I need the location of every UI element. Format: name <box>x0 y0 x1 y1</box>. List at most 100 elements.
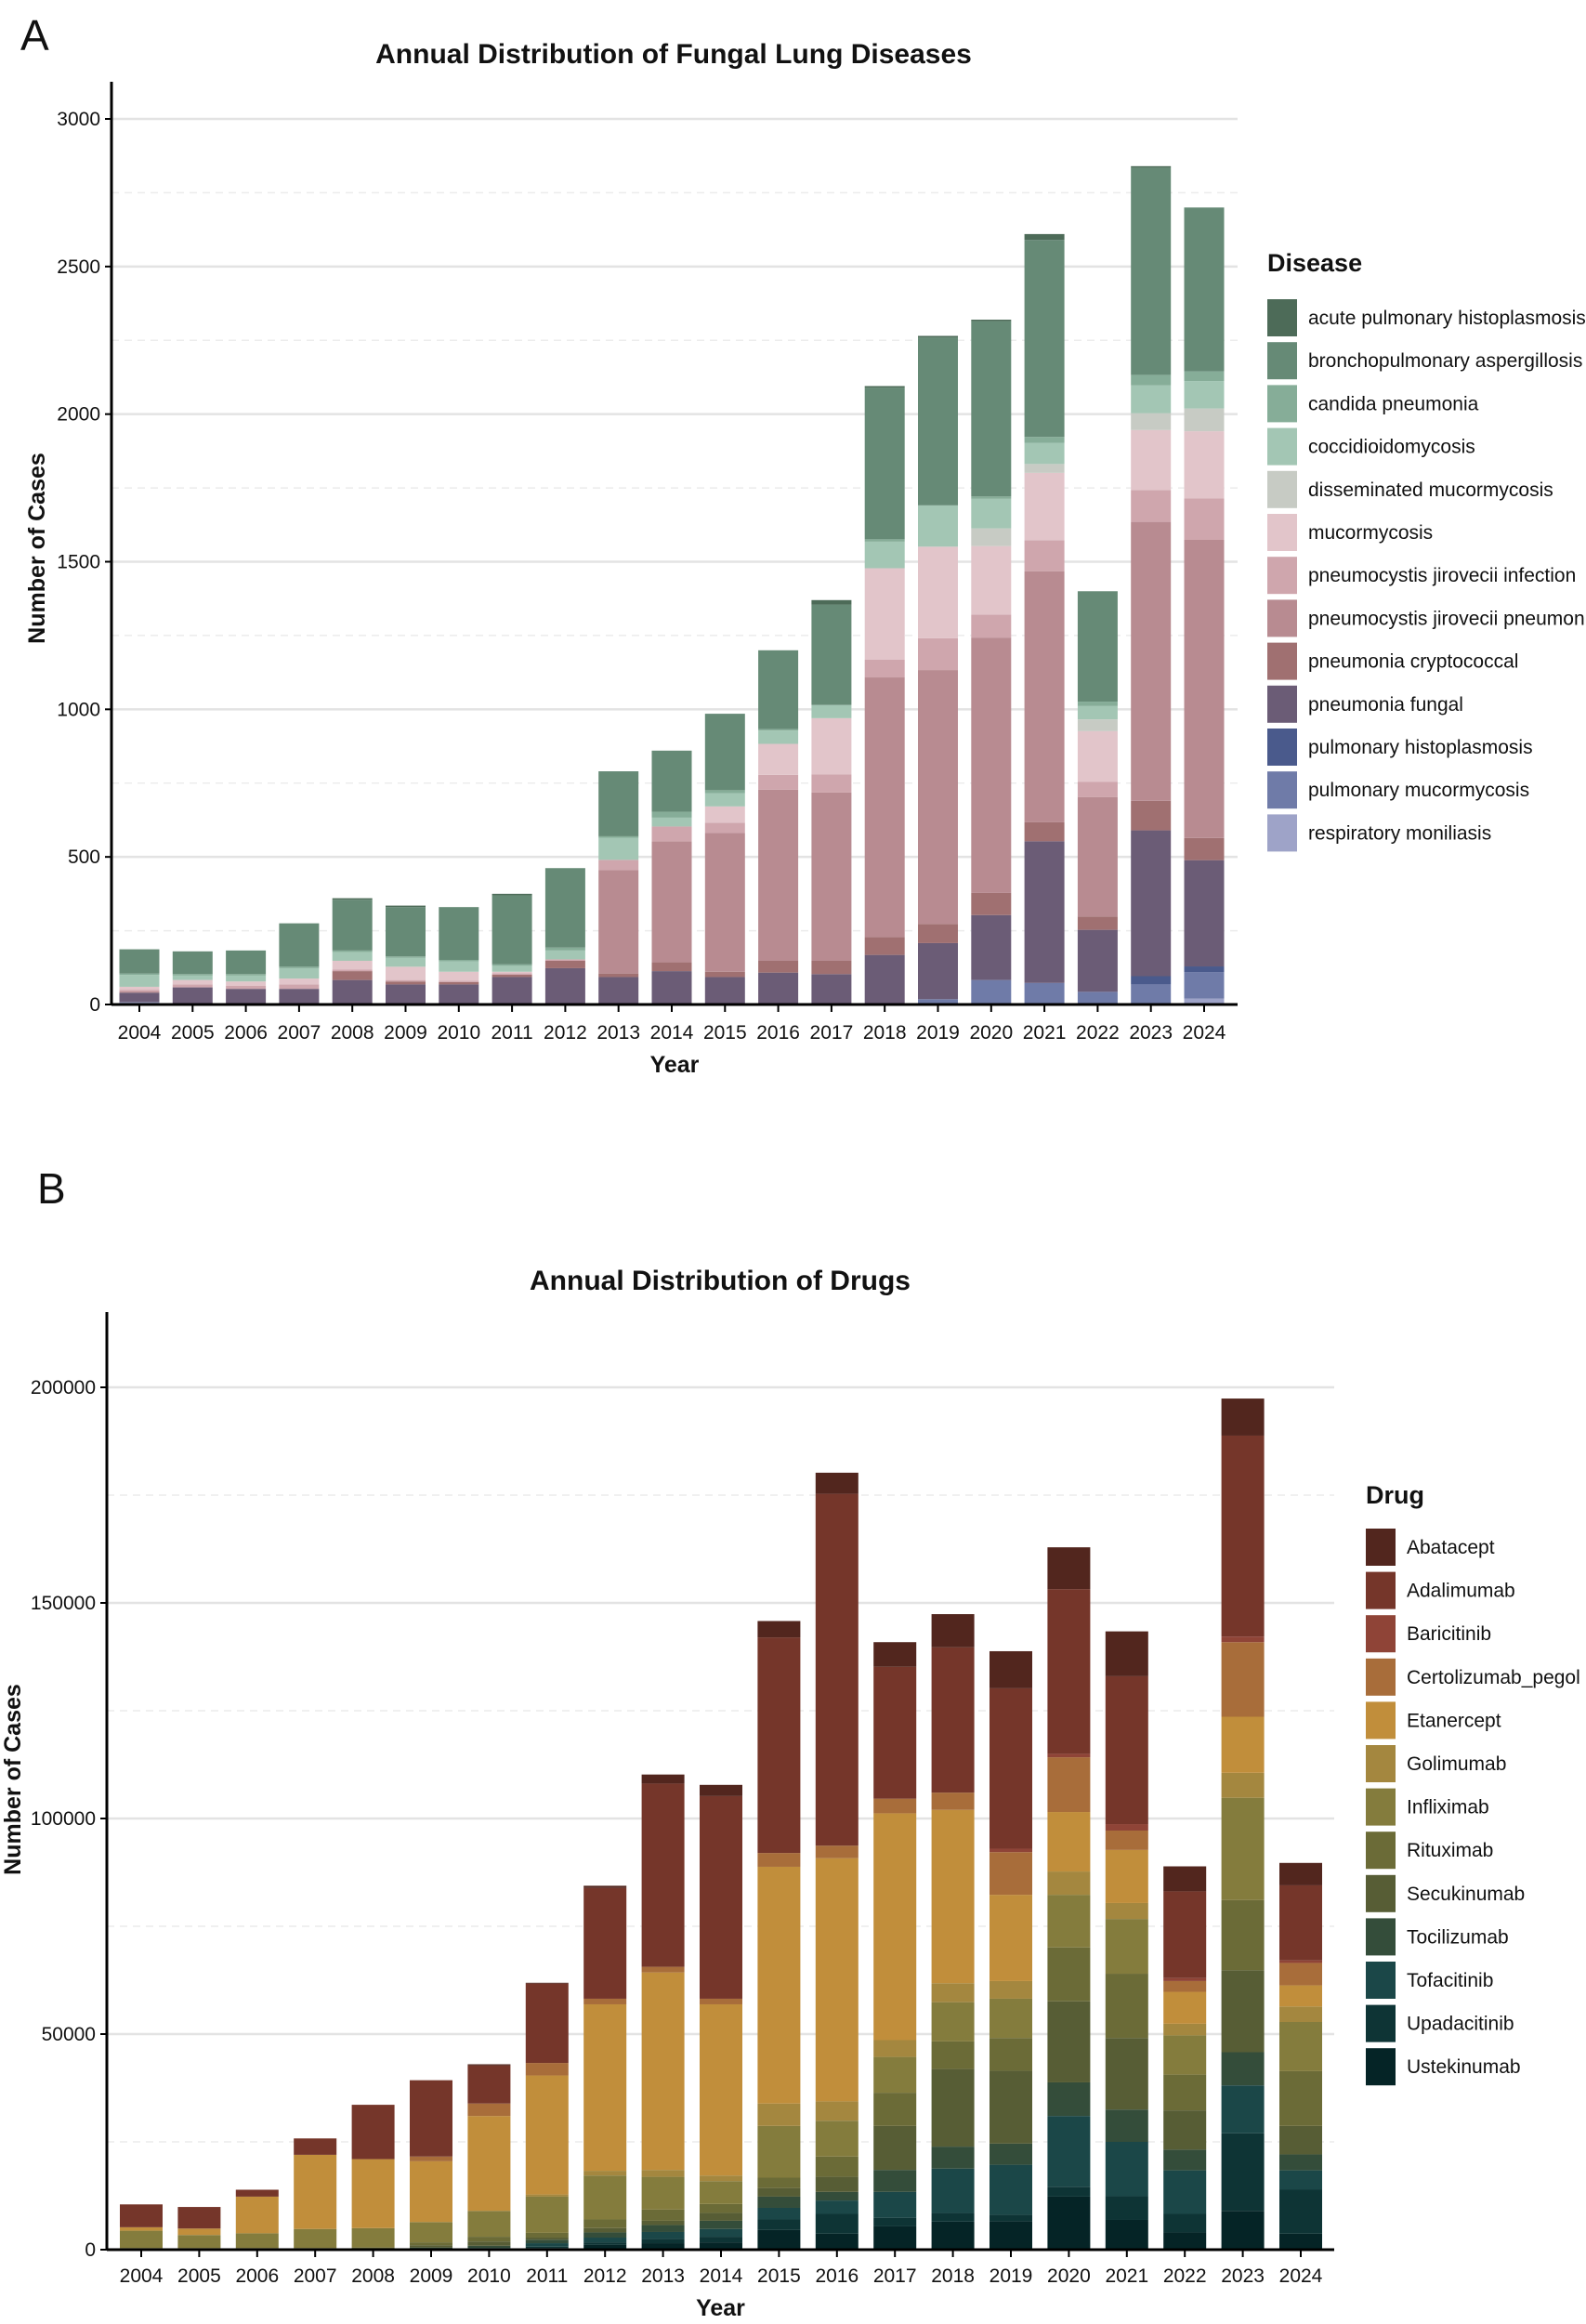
x-tick-label: 2006 <box>235 2265 279 2287</box>
bar-segment-2020-abatacept <box>1047 1547 1091 1590</box>
bar-segment-2014-tofacitinib <box>700 2228 742 2238</box>
bar-segment-2014-pneumocystis-jirovecii-infection <box>651 826 692 842</box>
bar-segment-2019-etanercept <box>990 1895 1032 1981</box>
bar-segment-2012-abatacept <box>583 1885 627 1888</box>
bar-segment-2019-infliximab <box>990 1998 1032 2039</box>
bar-segment-2016-golimumab <box>815 2101 859 2121</box>
bar-segment-2022-etanercept <box>1163 1991 1207 2024</box>
bar-segment-2017-adalimumab <box>873 1666 917 1799</box>
bar-segment-2008-mucormycosis <box>332 960 373 970</box>
bar-segment-2013-abatacept <box>641 1774 685 1784</box>
bar-segment-2004-adalimumab <box>120 2204 163 2227</box>
bar-segment-2017-ustekinumab <box>873 2226 917 2250</box>
bar-segment-2014-bronchopulmonary-aspergillosis <box>651 750 692 812</box>
bar-segment-2020-secukinumab <box>1047 2001 1091 2082</box>
legend-swatch <box>1366 1962 1396 1999</box>
bar-segment-2010-candida-pneumonia <box>439 960 479 962</box>
bar-segment-2011-infliximab <box>525 2196 569 2233</box>
bar-segment-2011-pneumonia-fungal <box>492 977 532 1004</box>
legend-item-label: pulmonary histoplasmosis <box>1308 737 1533 758</box>
x-tick-label: 2009 <box>410 2265 453 2287</box>
bar-segment-2016-coccidioidomycosis <box>758 730 799 744</box>
bar-segment-2015-secukinumab <box>757 2187 801 2197</box>
bar-segment-2022-tocilizumab <box>1163 2149 1207 2171</box>
bar-segment-2016-pneumocystis-jirovecii-infection <box>758 774 799 790</box>
bar-segment-2012-candida-pneumonia <box>544 947 585 951</box>
legend-swatch <box>1366 1701 1396 1740</box>
chart-panel-b: B Annual Distribution of Drugs 0 50000 10000… <box>0 1164 1580 2321</box>
bar-segment-2015-pneumocystis-jirovecii-pneumonia <box>704 833 745 972</box>
bar-segment-2013-coccidioidomycosis <box>598 837 639 860</box>
bar-segment-2023-mucormycosis <box>1131 429 1172 491</box>
bar-segment-2019-tocilizumab <box>990 2143 1032 2165</box>
legend: Drug Abatacept Adalimumab Baricitinib Certol… <box>1366 1481 1580 2086</box>
bar-segment-2011-pneumocystis-jirovecii-infection <box>492 973 532 975</box>
bar-segment-2023-pneumonia-fungal <box>1131 830 1172 977</box>
y-tick-label: 2500 <box>57 256 100 278</box>
x-tick-label: 2021 <box>1023 1022 1067 1044</box>
legend-swatch <box>1267 470 1297 508</box>
y-tick-label: 1000 <box>57 699 100 720</box>
bar-segment-2015-etanercept <box>757 1866 801 2104</box>
bar-segment-2012-adalimumab <box>583 1887 627 1999</box>
bar-segment-2007-adalimumab <box>294 2138 337 2155</box>
bar-segment-2007-candida-pneumonia <box>279 966 320 968</box>
bar-segment-2010-coccidioidomycosis <box>439 961 479 972</box>
x-tick-label: 2018 <box>931 2265 975 2287</box>
bar-segment-2006-etanercept <box>235 2196 279 2234</box>
bar-segment-2018-pneumocystis-jirovecii-infection <box>864 659 905 678</box>
bar-segment-2020-etanercept <box>1047 1812 1091 1872</box>
bar-segment-2017-tofacitinib <box>873 2191 917 2218</box>
bar-segment-2016-rituximab <box>815 2156 859 2177</box>
bar-segment-2010-pneumonia-fungal <box>439 984 479 1004</box>
bar-segment-2023-disseminated-mucormycosis <box>1131 413 1172 430</box>
bar-segment-2013-pneumonia-cryptococcal <box>598 973 639 978</box>
bar-segment-2014-pneumonia-fungal <box>651 971 692 1004</box>
bar-segment-2023-abatacept <box>1221 1398 1265 1436</box>
bar-segment-2010-mucormycosis <box>439 971 479 981</box>
bar-segment-2018-acute-pulmonary-histoplasmosis <box>864 386 905 388</box>
bar-segment-2019-certolizumab-pegol <box>990 1852 1032 1896</box>
panel-label: B <box>37 1164 66 1213</box>
bar-segment-2024-baricitinib <box>1279 1960 1322 1963</box>
legend-swatch <box>1366 1788 1396 1826</box>
x-tick-label: 2017 <box>810 1022 854 1044</box>
x-tick-label: 2013 <box>596 1022 640 1044</box>
bar-segment-2019-abatacept <box>990 1650 1032 1688</box>
bar-segment-2016-etanercept <box>815 1858 859 2102</box>
bar-segment-2016-upadacitinib <box>815 2213 859 2234</box>
bar-segment-2018-infliximab <box>931 2002 975 2042</box>
legend-item-label: mucormycosis <box>1308 522 1433 544</box>
legend-item-label: Tofacitinib <box>1407 1970 1493 1991</box>
bar-segment-2012-secukinumab <box>583 2227 627 2233</box>
bar-segment-2017-golimumab <box>873 2040 917 2057</box>
x-tick-label: 2022 <box>1076 1022 1120 1044</box>
bar-segment-2010-tocilizumab <box>467 2245 511 2249</box>
bar-segment-2016-candida-pneumonia <box>758 729 799 731</box>
bar-segment-2024-pneumonia-cryptococcal <box>1184 837 1225 860</box>
bar-segment-2014-abatacept <box>700 1784 742 1796</box>
bar-segment-2024-abatacept <box>1279 1862 1322 1885</box>
chart-title: Annual Distribution of Drugs <box>530 1266 911 1296</box>
bar-segment-2020-tofacitinib <box>1047 2116 1091 2187</box>
chart-panel-a: A Annual Distribution of Fungal Lung Dise… <box>20 11 1586 1078</box>
bar-segment-2023-pulmonary-histoplasmosis <box>1131 976 1172 985</box>
bar-segment-2017-pneumonia-cryptococcal <box>811 960 852 975</box>
x-tick-label: 2012 <box>544 1022 587 1044</box>
bar-segment-2016-mucormycosis <box>758 743 799 775</box>
legend-swatch <box>1366 1658 1396 1696</box>
bar-segment-2013-adalimumab <box>641 1783 685 1967</box>
bar-segment-2024-candida-pneumonia <box>1184 371 1225 382</box>
bar-segment-2014-certolizumab-pegol <box>700 1998 742 2004</box>
bar-segment-2024-secukinumab <box>1279 2125 1322 2155</box>
bar-segment-2013-certolizumab-pegol <box>641 1966 685 1973</box>
bar-segment-2009-certolizumab-pegol <box>410 2156 452 2161</box>
x-tick-label: 2011 <box>492 1022 533 1044</box>
x-tick-label: 2010 <box>437 1022 480 1044</box>
x-tick-label: 2007 <box>294 2265 337 2287</box>
legend-swatch <box>1366 1918 1396 1956</box>
bar-segment-2007-coccidioidomycosis <box>279 967 320 979</box>
bar-segment-2013-secukinumab <box>641 2220 685 2226</box>
bar-segment-2004-etanercept <box>120 2226 163 2231</box>
bar-segment-2013-tocilizumab <box>641 2225 685 2232</box>
